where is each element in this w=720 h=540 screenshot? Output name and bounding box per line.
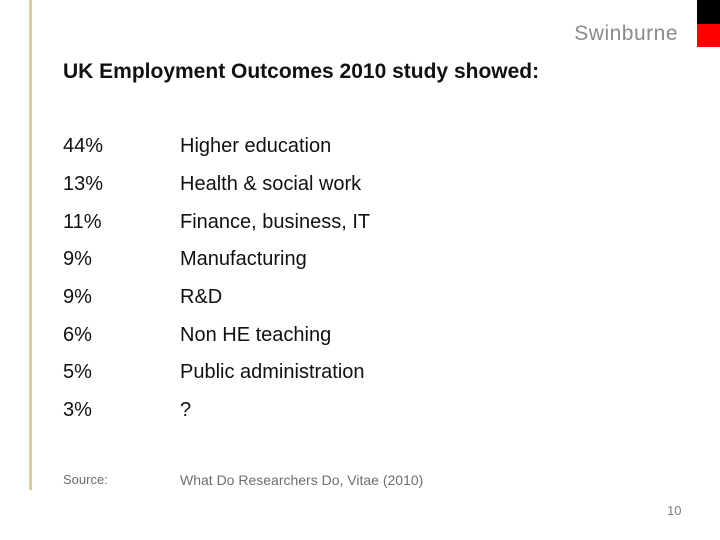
page-number: 10: [667, 503, 682, 518]
source-row: Source: What Do Researchers Do, Vitae (2…: [63, 472, 623, 488]
brand-red-square: [697, 24, 720, 47]
source-text: What Do Researchers Do, Vitae (2010): [180, 472, 424, 488]
outcome-percent: 5%: [63, 361, 92, 384]
outcome-percent: 13%: [63, 173, 104, 196]
outcome-row: 11% Finance, business, IT: [63, 203, 623, 241]
left-accent-stripe: [29, 0, 32, 490]
slide-title: UK Employment Outcomes 2010 study showed…: [63, 60, 540, 83]
outcome-label: Health & social work: [180, 173, 362, 196]
outcome-label: Finance, business, IT: [180, 210, 371, 233]
outcome-percent: 3%: [63, 399, 92, 422]
outcome-label: Higher education: [180, 135, 332, 158]
outcome-row: 3% ?: [63, 392, 623, 430]
outcome-row: 9% Manufacturing: [63, 241, 623, 279]
outcome-percent: 6%: [63, 323, 92, 346]
outcome-label: Manufacturing: [180, 248, 307, 271]
outcome-row: 13% Health & social work: [63, 166, 623, 204]
outcome-label: R&D: [180, 286, 223, 309]
outcome-label: Public administration: [180, 361, 365, 384]
brand-name: Swinburne: [574, 22, 678, 45]
brand-black-square: [697, 0, 720, 24]
outcome-percent: 9%: [63, 286, 92, 309]
outcome-row: 6% Non HE teaching: [63, 316, 623, 354]
outcome-percent: 11%: [63, 210, 102, 233]
outcome-percent: 9%: [63, 248, 92, 271]
outcome-row: 44% Higher education: [63, 128, 623, 166]
outcome-label: Non HE teaching: [180, 323, 332, 346]
outcome-percent: 44%: [63, 135, 104, 158]
source-label: Source:: [63, 472, 108, 487]
outcomes-list: 44% Higher education 13% Health & social…: [63, 128, 623, 430]
outcome-label: ?: [180, 399, 192, 422]
outcome-row: 9% R&D: [63, 279, 623, 317]
outcome-row: 5% Public administration: [63, 354, 623, 392]
